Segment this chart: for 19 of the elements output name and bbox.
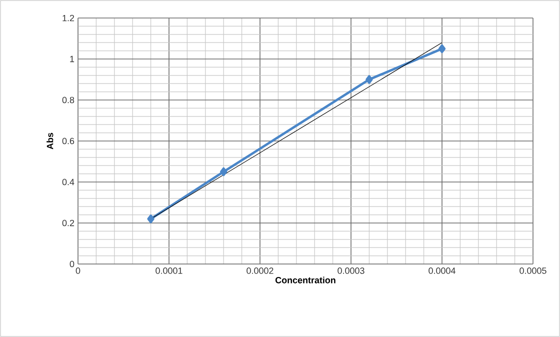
y-tick-label: 1.2 — [62, 14, 74, 22]
x-tick-label: 0.0005 — [520, 268, 546, 274]
x-tick-label: 0.0001 — [156, 268, 182, 274]
point — [147, 214, 154, 224]
y-tick-label: 1 — [70, 56, 74, 62]
x-tick-label: 0.0004 — [428, 268, 456, 274]
x-axis-title: Concentration — [275, 276, 336, 284]
y-tick-label: 0.6 — [62, 138, 74, 144]
x-tick-label: 0 — [76, 268, 80, 274]
x-tick-label: 0.0003 — [338, 268, 364, 274]
point — [366, 75, 373, 84]
x-tick-label: 0.0002 — [246, 268, 274, 274]
y-tick-label: 0.8 — [62, 96, 74, 104]
y-tick-label: 0 — [70, 260, 74, 268]
y-tick-label: 0.2 — [62, 220, 74, 226]
point — [438, 44, 446, 54]
y-axis-title: Abs — [46, 132, 54, 150]
point — [220, 167, 228, 176]
y-tick-label: 0.4 — [62, 178, 74, 186]
